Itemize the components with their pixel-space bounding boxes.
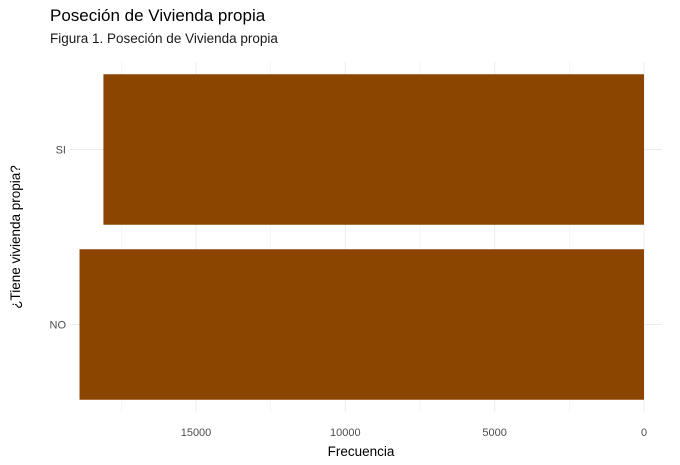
y-axis-ticks: NO SI bbox=[50, 145, 67, 332]
y-tick-label: NO bbox=[50, 320, 67, 332]
x-tick-label: 15000 bbox=[181, 427, 212, 439]
chart-title: Poseción de Vivienda propia bbox=[50, 6, 266, 25]
x-axis-title: Frecuencia bbox=[328, 444, 395, 459]
y-tick-label: SI bbox=[56, 145, 66, 157]
x-tick-label: 10000 bbox=[330, 427, 361, 439]
y-axis-title: ¿Tiene vivienda propia? bbox=[8, 165, 23, 309]
bar-no bbox=[79, 249, 644, 400]
x-tick-label: 0 bbox=[641, 427, 647, 439]
x-tick-label: 5000 bbox=[482, 427, 506, 439]
bars bbox=[79, 74, 644, 400]
x-axis-ticks: 0 5000 10000 15000 bbox=[181, 427, 647, 439]
bar-si bbox=[103, 74, 644, 225]
chart-subtitle: Figura 1. Poseción de Vivienda propia bbox=[50, 31, 278, 46]
